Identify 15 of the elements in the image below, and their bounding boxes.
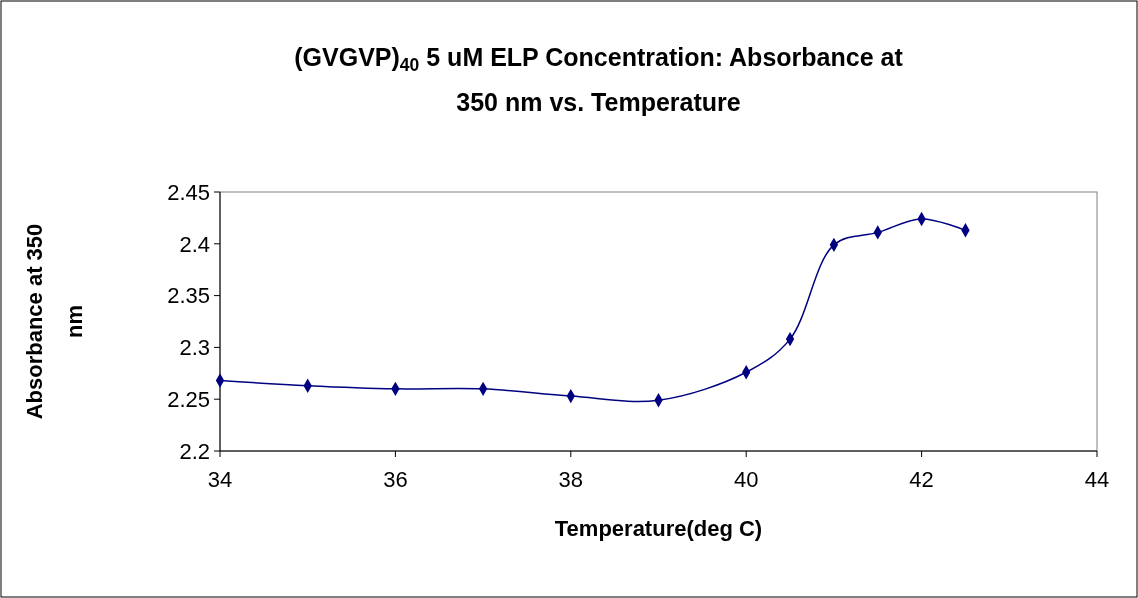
x-tick-label: 44 [1084, 467, 1110, 492]
y-tick-label: 2.45 [167, 179, 210, 205]
chart-title: (GVGVP)$_{40}$ 5 uM ELP Concentration: Absorbance at 350 nm vs. Temperature [294, 43, 904, 116]
x-tick-label: 42 [909, 467, 934, 492]
y-axis-title: Absorbance at 350 nm [22, 223, 87, 420]
x-tick-label: 38 [558, 467, 584, 492]
x-axis-title: Temperature(deg C) [554, 516, 763, 541]
x-tick-label: 34 [207, 467, 233, 492]
y-tick-label: 2.25 [167, 386, 210, 412]
y-tick-label: 2.3 [179, 335, 210, 361]
y-tick-label: 2.4 [179, 231, 210, 257]
x-tick-label: 36 [383, 467, 408, 492]
y-tick-label: 2.2 [179, 438, 210, 464]
y-tick-label: 2.35 [167, 283, 210, 309]
x-tick-label: 40 [733, 467, 759, 492]
